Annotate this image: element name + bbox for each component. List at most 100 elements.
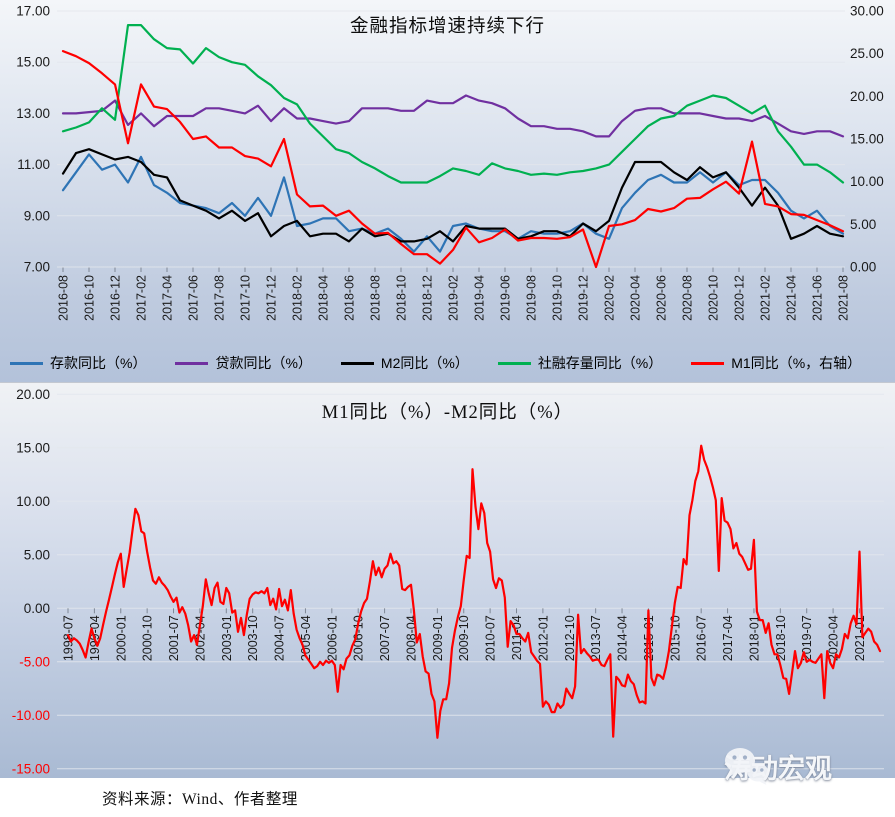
- x-axis-tick-label: 2003-01: [220, 615, 234, 661]
- x-axis-tick-label: 2004-07: [273, 615, 287, 661]
- x-axis-tick-label: 2017-06: [187, 275, 201, 321]
- legend-swatch-loan: [175, 361, 209, 365]
- left-axis-tick-label: 13.00: [16, 106, 50, 121]
- series-line-tsf: [61, 24, 845, 184]
- legend-label: M2同比（%）: [380, 355, 469, 371]
- series-line-m1: [61, 49, 845, 269]
- left-axis-tick-label: 17.00: [16, 4, 50, 19]
- legend-swatch-tsf: [497, 361, 531, 365]
- x-axis-tick-label: 2017-02: [135, 275, 149, 321]
- bottom-chart-plot: 20.00 15.00 10.00 5.00 0.00 -5.00 -10.00 -15.00…: [12, 387, 884, 776]
- source-note: 资料来源：Wind、作者整理: [102, 791, 298, 808]
- x-axis-tick-label: 2017-12: [265, 275, 279, 321]
- x-axis-tick-label: 2019-12: [577, 275, 591, 321]
- watermark: 涛动宏观: [724, 747, 832, 786]
- x-axis-tick-label: 2018-08: [369, 275, 383, 321]
- left-axis-tick-label: 10.00: [16, 494, 50, 509]
- x-axis-tick-label: 2019-06: [499, 275, 513, 321]
- x-axis-tick-label: 2018-01: [747, 615, 761, 661]
- left-axis-tick-label: 7.00: [24, 260, 50, 275]
- x-axis-tick-label: 2020-04: [827, 615, 841, 661]
- x-axis-tick-label: 2018-02: [291, 275, 305, 321]
- x-axis-tick-label: 2020-04: [629, 275, 643, 321]
- x-axis-tick-label: 2016-08: [57, 275, 71, 321]
- right-axis-tick-label: 30.00: [850, 4, 884, 19]
- x-axis-tick-label: 2006-10: [352, 615, 366, 661]
- x-axis-tick-label: 2000-01: [114, 615, 128, 661]
- x-axis-tick-label: 2016-07: [695, 615, 709, 661]
- left-axis-tick-label: -10.00: [12, 708, 50, 723]
- legend-item-m1: M1同比（%，右轴）: [691, 353, 861, 373]
- x-axis-tick-label: 2010-07: [484, 615, 498, 661]
- x-axis-tick-label: 2018-10: [774, 615, 788, 661]
- right-axis-tick-label: 10.00: [850, 174, 884, 189]
- x-axis-tick-label: 2018-12: [421, 275, 435, 321]
- x-axis-tick-label: 2001-07: [167, 615, 181, 661]
- x-axis-tick-label: 2017-04: [721, 615, 735, 661]
- right-axis-tick-label: 0.00: [850, 260, 876, 275]
- right-axis-tick-label: 15.00: [850, 132, 884, 147]
- x-axis-tick-label: 2020-12: [733, 275, 747, 321]
- x-axis-tick-label: 2019-02: [447, 275, 461, 321]
- legend-item-loan: 贷款同比（%）: [175, 353, 312, 373]
- x-axis-tick-label: 2014-04: [616, 615, 630, 661]
- legend-item-deposit: 存款同比（%）: [10, 353, 146, 373]
- left-axis-tick-label: 5.00: [24, 547, 50, 562]
- financial-growth-chart: 17.00 15.00 13.00 11.00 9.00 7.00 30.00 25.00 20…: [0, 0, 895, 383]
- top-chart-plot: 17.00 15.00 13.00 11.00 9.00 7.00 30.00 25.00 20…: [16, 4, 884, 321]
- x-axis-tick-label: 2012-01: [536, 615, 550, 661]
- x-axis-tick-label: 2020-02: [603, 275, 617, 321]
- legend-swatch-m2: [340, 361, 374, 365]
- x-axis-tick-label: 2013-07: [589, 615, 603, 661]
- left-axis-tick-label: 15.00: [16, 440, 50, 455]
- legend-swatch-deposit: [10, 361, 43, 365]
- x-axis-tick-label: 2003-10: [246, 615, 260, 661]
- x-axis-tick-label: 2018-10: [395, 275, 409, 321]
- bottom-chart-title: M1同比（%）-M2同比（%）: [321, 403, 574, 423]
- left-axis-tick-label: -15.00: [12, 761, 50, 776]
- x-axis-tick-label: 2020-10: [707, 275, 721, 321]
- x-axis-tick-label: 2017-04: [161, 275, 175, 321]
- legend-label: 贷款同比（%）: [215, 355, 312, 371]
- left-axis-tick-label: 20.00: [16, 387, 50, 402]
- top-chart-title: 金融指标增速持续下行: [349, 17, 545, 37]
- m1-m2-spread-chart: 20.00 15.00 10.00 5.00 0.00 -5.00 -10.00 -15.00…: [0, 383, 895, 778]
- legend-label: M1同比（%，右轴）: [731, 355, 862, 371]
- x-axis-tick-label: 2006-01: [325, 615, 339, 661]
- x-axis-tick-label: 2000-10: [141, 615, 155, 661]
- x-axis-tick-label: 2016-12: [109, 275, 123, 321]
- right-axis-tick-label: 5.00: [850, 217, 876, 232]
- left-axis-tick-label: 9.00: [24, 208, 50, 223]
- left-axis-tick-label: 0.00: [24, 601, 50, 616]
- legend-swatch-m1: [691, 361, 725, 365]
- x-axis-tick-label: 2019-04: [473, 275, 487, 321]
- left-axis-tick-label: -5.00: [19, 654, 50, 669]
- x-axis-tick-label: 2007-07: [378, 615, 392, 661]
- series-line-m2: [61, 148, 845, 243]
- x-axis-tick-label: 2019-07: [800, 615, 814, 661]
- x-axis-tick-label: 2017-10: [239, 275, 253, 321]
- x-axis-tick-label: 2002-04: [193, 615, 207, 661]
- right-axis-tick-label: 20.00: [850, 89, 884, 104]
- legend-label: 存款同比（%）: [50, 355, 147, 371]
- left-axis-tick-label: 11.00: [17, 157, 50, 172]
- series-line-loan: [61, 94, 845, 138]
- x-axis-tick-label: 2005-04: [299, 615, 313, 661]
- x-axis-tick-label: 2018-06: [343, 275, 357, 321]
- legend: 存款同比（%） 贷款同比（%） M2同比（%） 社融存量同比（%） M1同比（%，右轴）: [10, 350, 861, 376]
- x-axis-tick-label: 2021-08: [837, 275, 851, 321]
- x-axis-tick-label: 2009-01: [431, 615, 445, 661]
- x-axis-tick-label: 2021-06: [811, 275, 825, 321]
- wechat-icon: [725, 748, 769, 785]
- series-line-m1-m2-spread: [66, 444, 882, 739]
- legend-label: 社融存量同比（%）: [537, 355, 663, 371]
- x-axis-tick-label: 2021-02: [759, 275, 773, 321]
- right-axis-tick-label: 25.00: [850, 46, 884, 61]
- x-axis-tick-label: 2021-01: [853, 615, 867, 661]
- legend-item-tsf: 社融存量同比（%）: [497, 353, 663, 373]
- x-axis-tick-label: 2021-04: [785, 275, 799, 321]
- x-axis-tick-label: 2020-06: [655, 275, 669, 321]
- x-axis-tick-label: 2020-08: [681, 275, 695, 321]
- legend-item-m2: M2同比（%）: [340, 353, 469, 373]
